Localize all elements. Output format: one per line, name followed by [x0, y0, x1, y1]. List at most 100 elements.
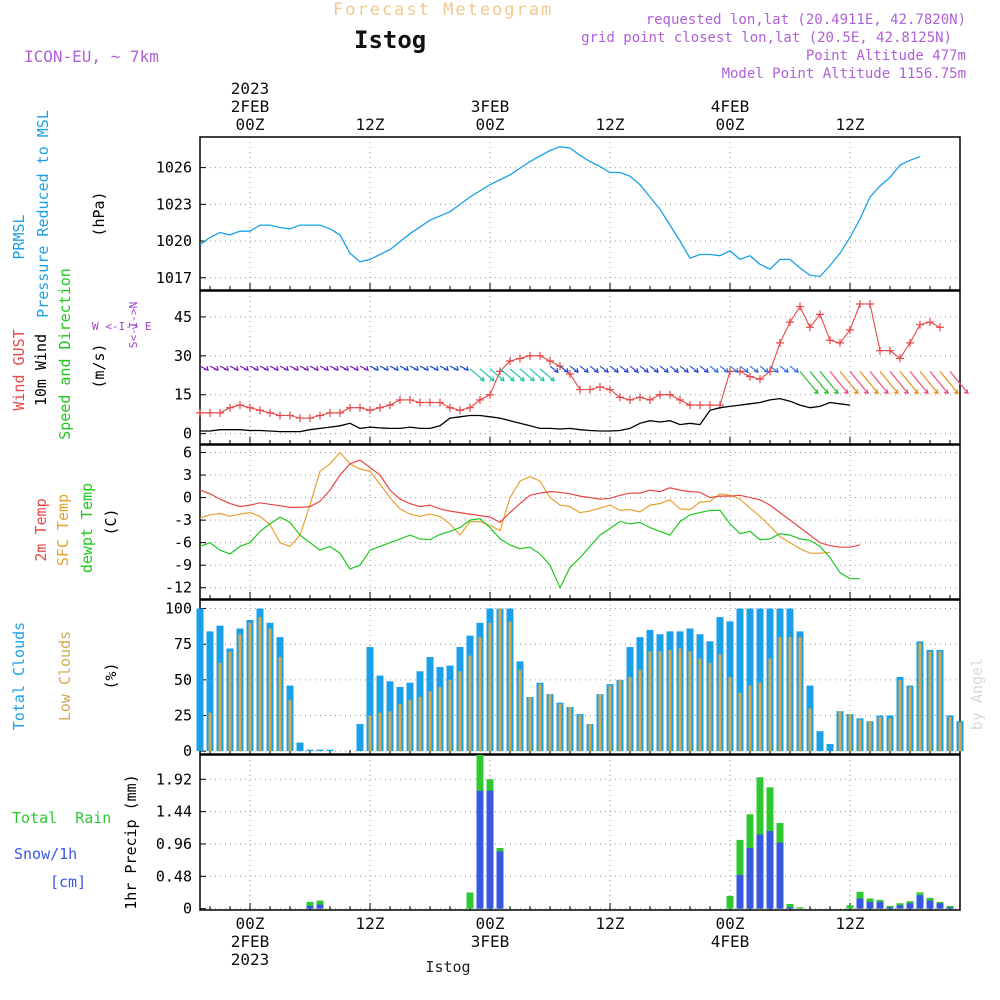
temperature-ytick-label: -9	[174, 556, 192, 574]
wind-arrow	[859, 371, 879, 394]
low-cloud-bar	[718, 654, 722, 752]
low-cloud-bar	[868, 721, 872, 752]
dewpt-label: dewpt Temp	[78, 483, 96, 573]
snow-bar	[946, 907, 954, 909]
low-cloud-bar	[698, 658, 702, 752]
bottom-time-label: 2FEB	[231, 932, 270, 951]
point-altitude: Point Altitude 477m	[806, 48, 966, 64]
gust-marker	[256, 406, 264, 415]
gust-marker	[796, 302, 804, 311]
gust-marker	[316, 411, 324, 420]
gust-marker	[386, 401, 394, 410]
snow-bar	[886, 907, 894, 909]
temperature-ytick-label: -3	[174, 511, 192, 529]
wind-arrow-head	[823, 389, 829, 395]
gust-marker	[826, 336, 834, 345]
wind-arrow-head	[383, 366, 389, 372]
low-cloud-bar	[688, 651, 692, 752]
clouds-panel: 0 25 50 75 100	[165, 599, 964, 760]
wind-arrow	[949, 371, 969, 394]
pressure-panel: 1017 1020 1023 1026	[156, 136, 961, 291]
wind-arrow	[769, 365, 779, 373]
gust-marker	[406, 395, 414, 404]
gust-marker	[326, 408, 334, 417]
low-cloud-bar	[498, 608, 502, 752]
wind-arrow-head	[509, 376, 515, 382]
low-cloud-bar	[578, 715, 582, 752]
low-cloud-bar	[238, 634, 242, 752]
low-cloud-bar	[638, 669, 642, 752]
top-time-label: 12Z	[836, 115, 865, 134]
low-cloud-bar	[408, 699, 412, 752]
gust-marker	[446, 403, 454, 412]
gust-marker	[526, 351, 534, 360]
wind-arrow-head	[433, 366, 439, 372]
low-cloud-bar	[768, 658, 772, 752]
snow-bar	[866, 901, 874, 909]
wind-arrow-head	[353, 366, 359, 372]
wind-arrow	[829, 371, 849, 394]
wind-arrow-head	[553, 368, 559, 374]
low-cloud-bar	[878, 716, 882, 752]
wind-arrow	[649, 365, 659, 373]
bottom-time-label: 2023	[231, 950, 270, 969]
wind-arrow	[819, 371, 839, 394]
temperature-ytick-label: -6	[174, 534, 192, 552]
wind-arrow-head	[273, 366, 279, 372]
wind10-label: 10m Wind	[32, 334, 50, 406]
gust-marker	[516, 354, 524, 363]
wind-arrow-head	[833, 389, 839, 395]
low-cloud-bar	[458, 671, 462, 752]
wind-arrow	[759, 365, 769, 373]
wind-arrow	[509, 368, 525, 382]
wind-arrow-head	[923, 389, 929, 395]
total-cloud-bar	[826, 744, 834, 752]
gust-marker	[566, 369, 574, 378]
wind-arrow	[809, 371, 829, 394]
precip-axis-label: 1hr Precip (mm)	[122, 774, 140, 909]
snow-bar	[746, 848, 754, 909]
wind-arrow	[679, 365, 689, 373]
wind-arrow-head	[313, 366, 319, 372]
wind-arrow	[869, 371, 889, 394]
wind-arrow-head	[303, 366, 309, 372]
temperature-ytick-label: -12	[165, 579, 192, 597]
snow-bar	[756, 834, 764, 909]
bottom-time-label: 12Z	[356, 914, 385, 933]
snow-bar	[486, 790, 494, 909]
panels: 10171020102310260153045630-3-6-9-1202550…	[156, 136, 969, 918]
low-cloud-bar	[888, 718, 892, 752]
total-cloud-bar	[756, 608, 764, 752]
wind-arrow-head	[733, 368, 739, 374]
gust-marker	[836, 338, 844, 347]
gust-marker	[776, 338, 784, 347]
total-cloud-bar	[296, 742, 304, 752]
wind-ytick-label: 0	[183, 425, 192, 443]
wind-arrow	[929, 371, 949, 394]
pressure-ytick-label: 1017	[156, 269, 192, 287]
gust-marker	[346, 403, 354, 412]
low-cloud-bar	[538, 684, 542, 752]
wind-arrow-head	[489, 376, 495, 382]
rain-bar	[726, 895, 734, 909]
low-cloud-bar	[388, 711, 392, 752]
gust-marker	[806, 323, 814, 332]
wind-arrow-head	[623, 368, 629, 374]
wind-arrow-head	[519, 376, 525, 382]
watermark: by Angel	[968, 658, 986, 730]
wind-arrow	[839, 371, 859, 394]
low-cloud-bar	[368, 715, 372, 752]
total-cloud-bar	[316, 749, 324, 752]
low-cloud-bar	[588, 724, 592, 752]
total-cloud-bar	[356, 724, 364, 752]
wind-arrow	[849, 371, 869, 394]
gust-marker	[936, 323, 944, 332]
tsfc-label: SFC Temp	[54, 494, 72, 566]
wind-arrow-head	[773, 368, 779, 374]
low-cloud-bar	[758, 682, 762, 752]
low-cloud-bar	[418, 696, 422, 752]
low-cloud-bar	[808, 708, 812, 752]
low-cloud-bar	[428, 691, 432, 752]
top-time-label: 12Z	[356, 115, 385, 134]
